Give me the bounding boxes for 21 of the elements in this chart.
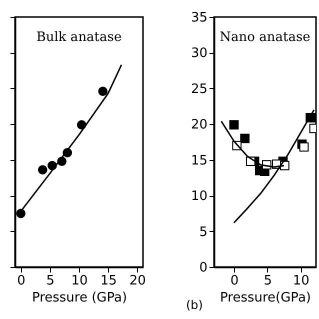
y-tick-label: 15 (190, 153, 208, 168)
y-tick-label: 35 (190, 10, 208, 26)
y-tick-label: 5 (199, 224, 208, 240)
y-tick-label: 25 (190, 82, 208, 97)
y-tick-label: 20 (190, 118, 208, 133)
annotation: Nano anatase (220, 30, 311, 45)
x-axis-title: Pressure(GPa) (220, 290, 311, 306)
y-tick-label: 10 (190, 189, 208, 204)
x-tick-label: 5 (264, 274, 272, 288)
y-tick-label: 30 (190, 46, 208, 62)
x-tick-label: 5 (46, 274, 55, 288)
x-tick-label: 10 (292, 274, 310, 288)
x-tick-label: 0 (230, 274, 239, 288)
y-tick-label: 0 (199, 260, 208, 276)
x-tick-label: 10 (71, 274, 88, 288)
x-tick-label: 15 (100, 274, 117, 288)
panel-caption: (b) (186, 298, 203, 312)
x-tick-label: 0 (17, 274, 26, 288)
x-tick-label: 20 (129, 274, 146, 288)
x-axis-title: Pressure (GPa) (32, 290, 128, 306)
annotation: Bulk anatase (36, 30, 122, 45)
